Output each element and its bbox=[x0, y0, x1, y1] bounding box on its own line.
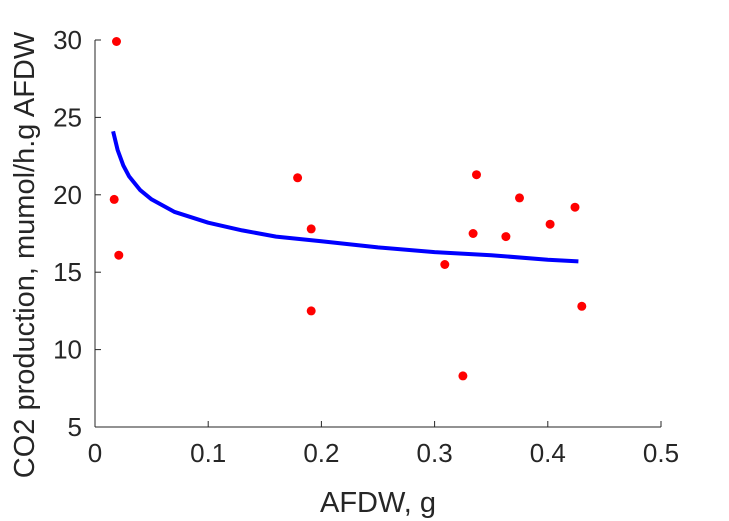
y-tick-label: 15 bbox=[53, 257, 82, 287]
data-point bbox=[112, 37, 121, 46]
data-point bbox=[570, 202, 580, 212]
points-group bbox=[109, 37, 587, 381]
data-point bbox=[293, 173, 303, 183]
x-tick-label: 0.2 bbox=[303, 438, 339, 468]
x-tick-label: 0 bbox=[88, 438, 102, 468]
axes bbox=[94, 40, 661, 428]
data-point bbox=[306, 224, 316, 234]
y-axis-label: CO2 production, mumol/h.g AFDW bbox=[9, 31, 41, 478]
data-point bbox=[468, 229, 478, 238]
data-point bbox=[114, 250, 124, 260]
x-tick-label: 0.5 bbox=[643, 438, 679, 468]
data-point bbox=[515, 193, 524, 203]
fit-curve-line bbox=[111, 130, 579, 264]
x-axis-label: AFDW, g bbox=[320, 487, 436, 519]
data-point bbox=[501, 232, 511, 242]
y-tick-label: 25 bbox=[53, 102, 82, 132]
data-point bbox=[109, 194, 119, 204]
y-tick-label: 30 bbox=[53, 25, 82, 55]
y-tick-label: 5 bbox=[68, 412, 82, 442]
data-point bbox=[306, 306, 316, 316]
data-point bbox=[472, 170, 481, 180]
x-tick-label: 0.1 bbox=[190, 438, 226, 468]
x-tick-label: 0.3 bbox=[417, 438, 453, 468]
x-tick-label: 0.4 bbox=[530, 438, 566, 468]
ticks: 0 0.1 0.2 0.3 0.4 0.5 5 10 15 20 25 30 bbox=[53, 25, 679, 468]
y-tick-label: 20 bbox=[53, 180, 82, 210]
data-point bbox=[545, 219, 555, 229]
data-point bbox=[440, 260, 450, 269]
fit-curve-group bbox=[111, 130, 579, 264]
data-point bbox=[577, 301, 587, 311]
y-tick-label: 10 bbox=[53, 335, 82, 365]
data-point bbox=[458, 371, 468, 381]
